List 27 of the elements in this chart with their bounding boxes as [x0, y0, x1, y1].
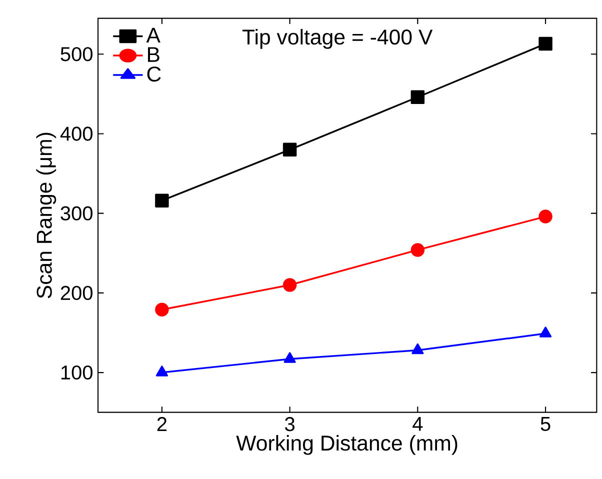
y-tick-label: 400	[60, 126, 92, 141]
point	[410, 90, 425, 104]
legend-label: B	[148, 47, 160, 62]
legend-label: C	[147, 66, 161, 82]
point	[156, 366, 168, 376]
point	[155, 302, 169, 317]
point	[155, 194, 169, 208]
point	[410, 243, 425, 257]
point	[539, 326, 552, 338]
y-axis-title: Scan Range (μm)	[36, 132, 56, 298]
x-axis-title: Working Distance (mm)	[236, 435, 458, 455]
y-tick-label: 200	[60, 286, 92, 300]
y-tick-label: 500	[60, 47, 92, 62]
x-tick-label: 2	[157, 417, 166, 432]
point	[282, 142, 297, 157]
x-tick-label: 5	[540, 417, 550, 431]
point	[284, 352, 296, 363]
x-tick-label: 4	[412, 417, 423, 431]
point	[412, 343, 424, 354]
point	[538, 36, 552, 51]
y-tick-label: 300	[60, 206, 92, 220]
x-tick-label: 3	[284, 417, 294, 432]
point	[282, 278, 297, 292]
annotation: Tip voltage = -400 V	[242, 28, 433, 49]
point	[538, 210, 552, 224]
legend-label: A	[146, 28, 160, 43]
y-tick-label: 100	[61, 365, 92, 380]
